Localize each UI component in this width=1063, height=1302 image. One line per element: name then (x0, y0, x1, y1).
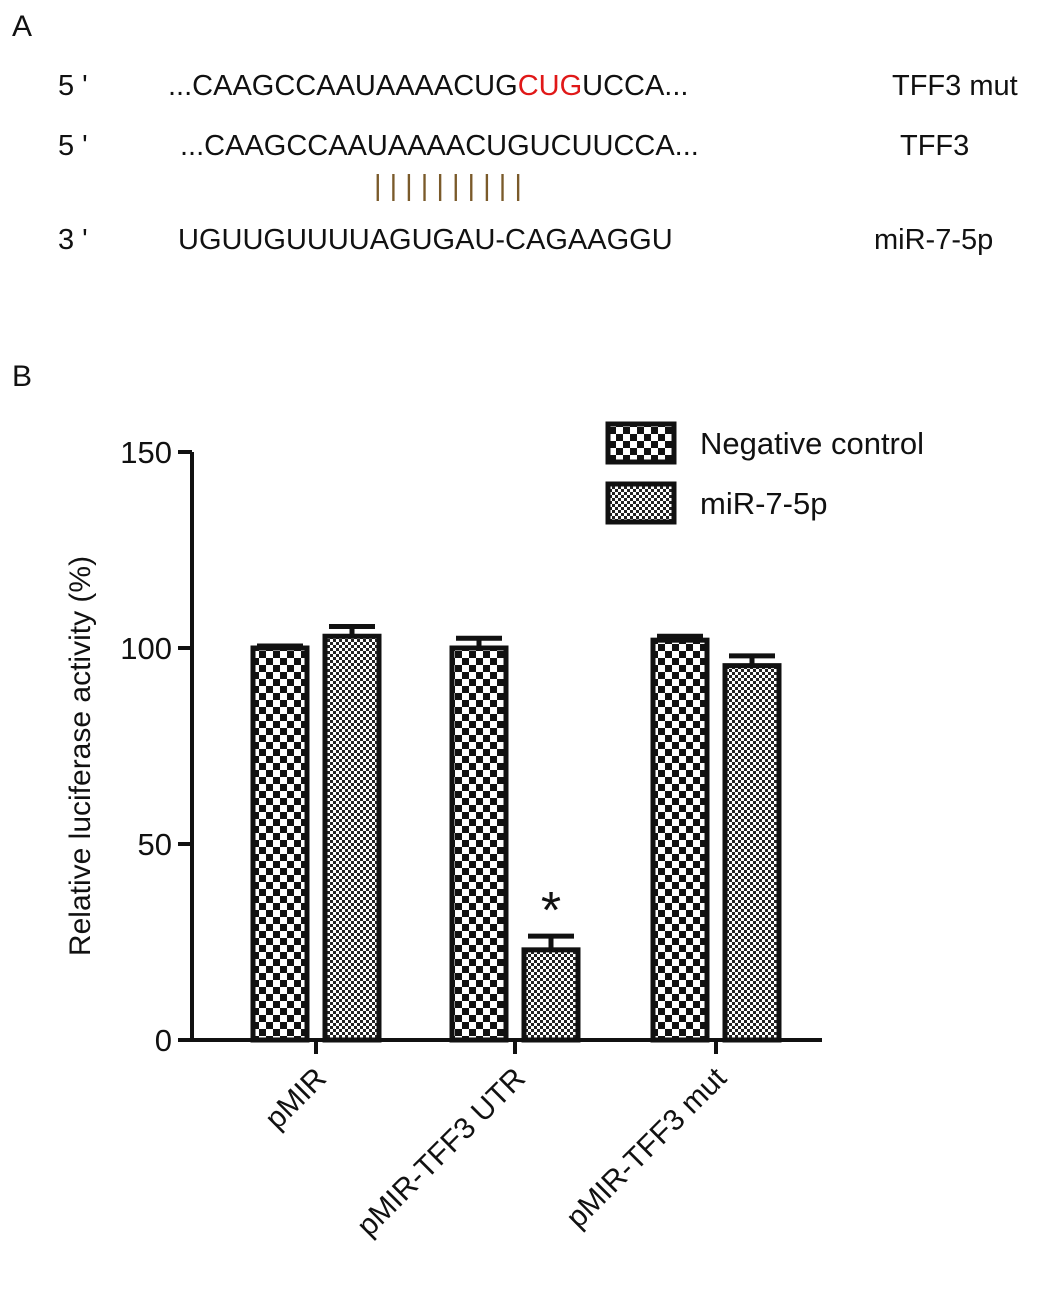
sequence-end-tff3: 5 ' (58, 130, 88, 162)
panel-b-label: B (12, 360, 33, 393)
sequence-tff3: ...CAAGCCAAUAAAACUGUCUUCCA... (180, 130, 699, 162)
sequence-end-mir: 3 ' (58, 224, 88, 256)
bar (449, 645, 509, 1043)
legend-swatch (605, 421, 677, 465)
sequence-name-tff3-mut: TFF3 mut (892, 70, 1018, 102)
bar (521, 947, 581, 1043)
sequence-tff3-mut-prefix: ...CAAGCCAAUAAAACUG (168, 70, 518, 102)
bar (250, 645, 310, 1043)
legend-label: Negative control (700, 426, 924, 461)
sequence-tff3-mut-suffix: UCCA... (582, 70, 689, 102)
pairing-marks: | | | | | | | | | | (374, 170, 522, 202)
y-tick-label: 0 (155, 1023, 172, 1058)
sequence-end-tff3-mut: 5 ' (58, 70, 88, 102)
bar (650, 637, 710, 1043)
sequence-tff3-mut: ...CAAGCCAAUAAAACUGCUGUCCA... (168, 72, 688, 101)
panel-a-label: A (12, 10, 33, 43)
mutated-bases: CUG (517, 70, 583, 102)
y-tick-label: 100 (120, 631, 172, 666)
sequence-name-tff3: TFF3 (900, 130, 970, 162)
legend-label: miR-7-5p (700, 486, 827, 521)
significance-asterisk: * (541, 882, 561, 940)
y-axis-label: Relative luciferase activity (%) (64, 556, 97, 956)
sequence-mir: UGUUGUUUUAGUGAU-CAGAAGGU (178, 224, 673, 256)
y-tick-label: 150 (120, 435, 172, 470)
x-tick-label: pMIR-TFF3 UTR (351, 1062, 532, 1243)
bar-chart: 0 50 100 150 Relative luciferase activity (%… (64, 421, 924, 1243)
y-tick-label: 50 (138, 827, 172, 862)
x-tick-label: pMIR (259, 1062, 333, 1136)
x-tick-label: pMIR-TFF3 mut (560, 1061, 733, 1234)
legend-swatch (605, 481, 677, 525)
bar (322, 633, 382, 1043)
sequence-name-mir: miR-7-5p (874, 224, 994, 256)
bar (722, 663, 782, 1043)
